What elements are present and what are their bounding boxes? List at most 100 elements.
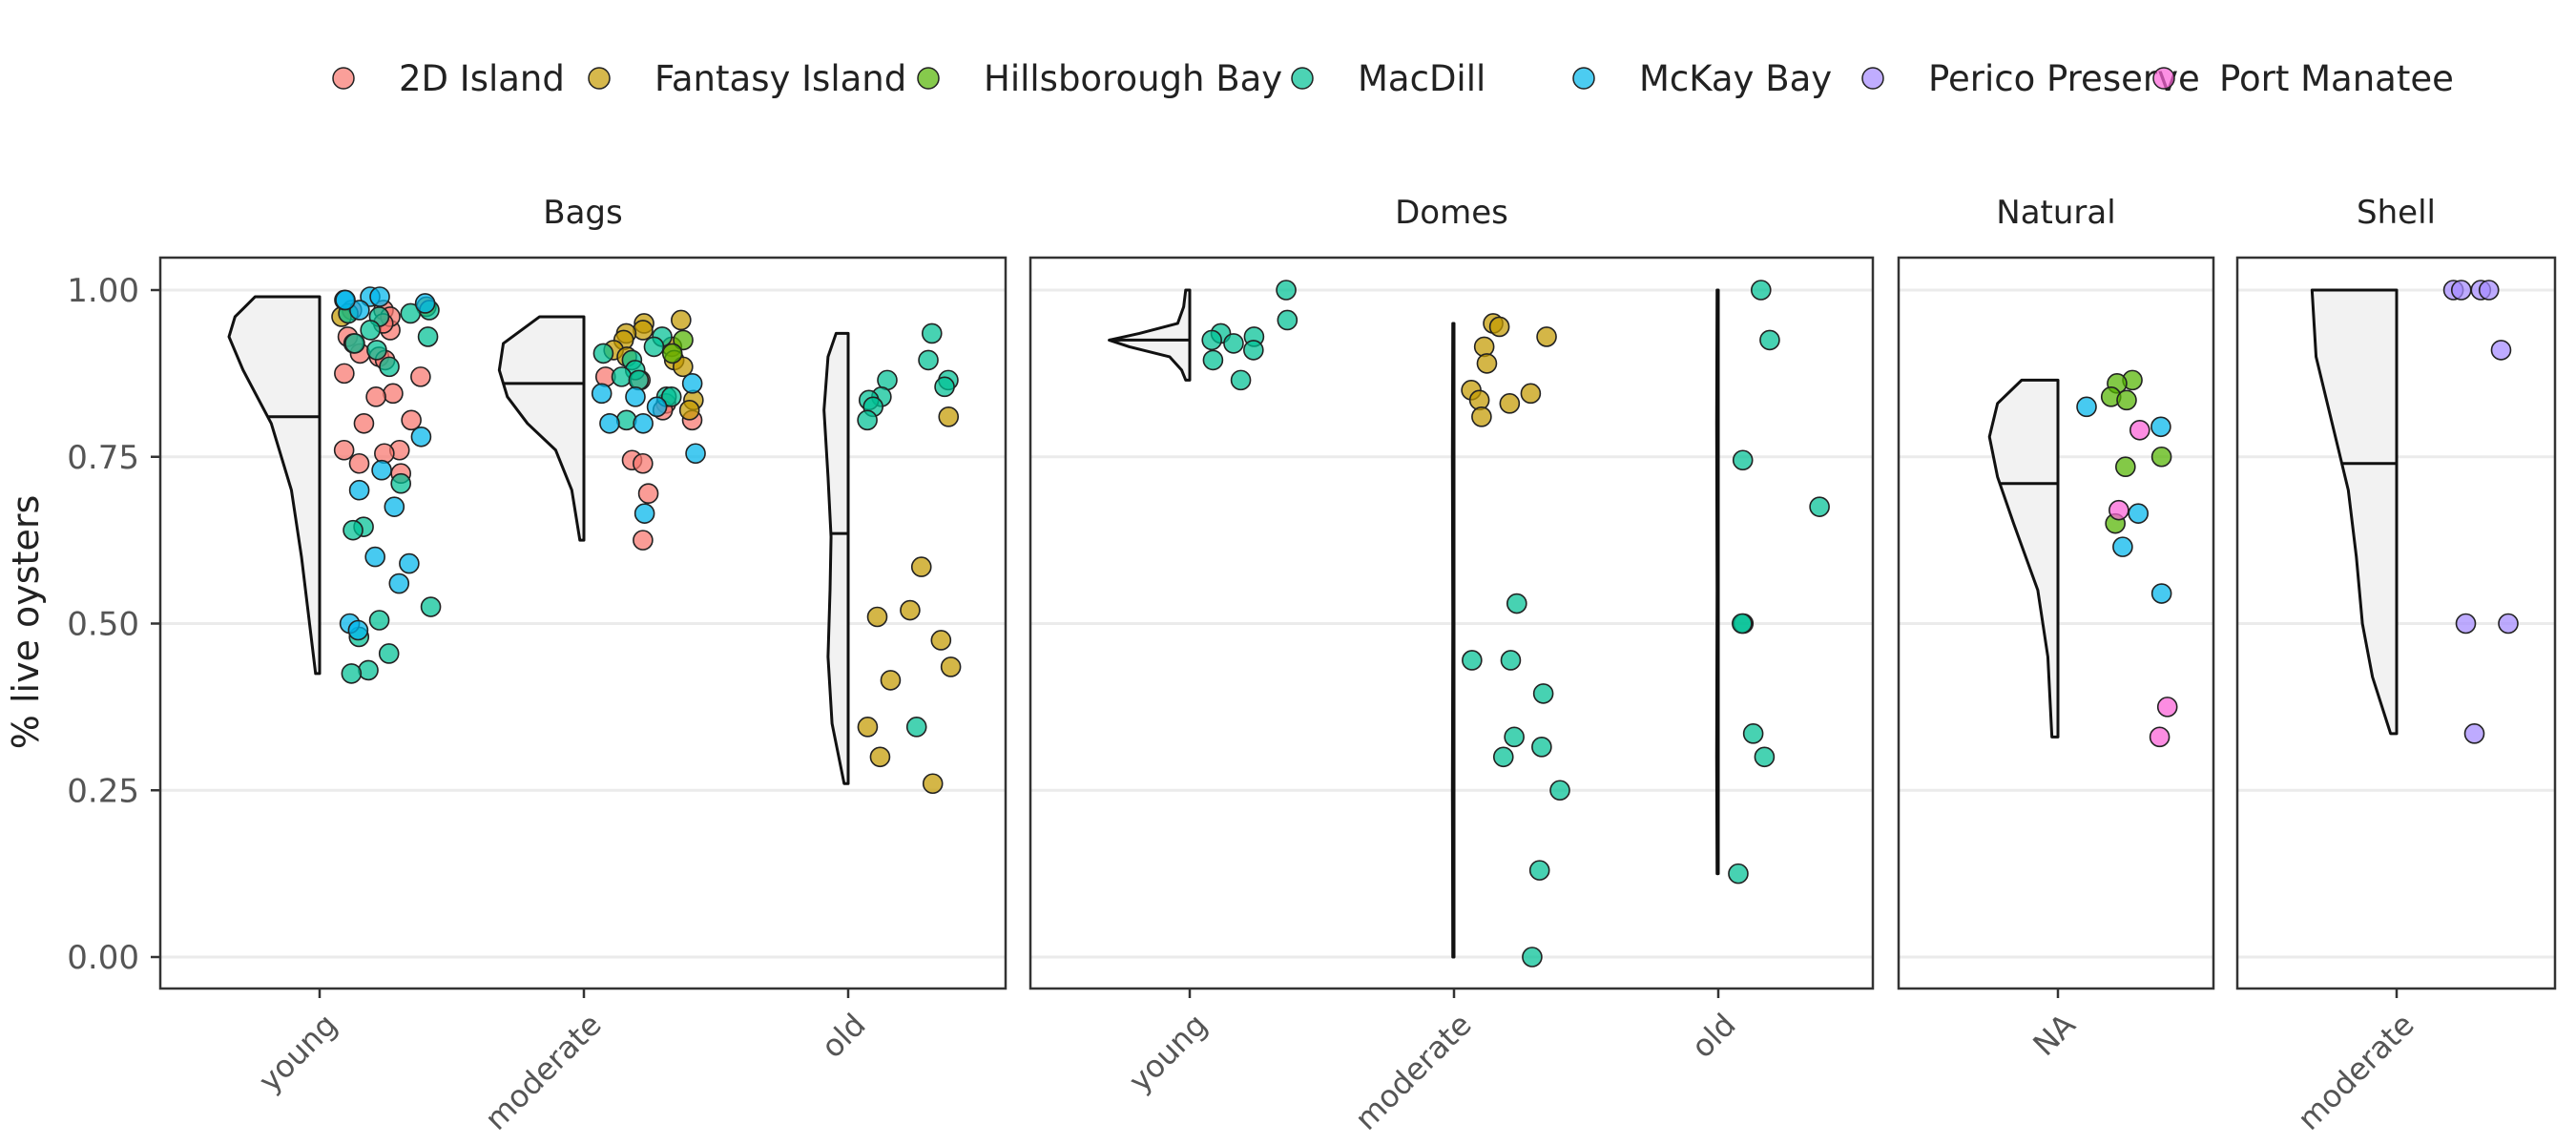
x-tick-label: old [1684, 1007, 1742, 1065]
data-point-mckay-bay [685, 443, 706, 465]
data-point-mckay-bay [591, 383, 613, 405]
data-point-macdill [1230, 369, 1252, 391]
legend-key-perico-preserve [1861, 67, 1884, 90]
x-tick-label: young [1122, 1007, 1215, 1099]
facet-title-bags: Bags [543, 194, 622, 232]
legend-label-fantasy-island: Fantasy Island [654, 58, 906, 99]
data-point-macdill [341, 663, 363, 684]
y-tick-label: 0.50 [67, 606, 139, 644]
data-point-fantasy-island [900, 599, 921, 621]
data-point-macdill [368, 610, 390, 631]
data-point-perico-preserve [2463, 723, 2485, 744]
data-point-hillsborough-bay [673, 329, 694, 351]
data-point-mckay-bay [681, 373, 703, 394]
data-point-macdill [905, 717, 927, 738]
data-point-macdill [1462, 650, 1483, 671]
data-point-perico-preserve [2490, 340, 2512, 361]
data-point-macdill [1809, 496, 1830, 517]
legend-key-macdill [1291, 67, 1314, 90]
data-point-macdill [921, 323, 943, 344]
group-bags-old: old [814, 323, 962, 1065]
data-point-macdill [1522, 947, 1543, 968]
data-point-fantasy-island [1520, 383, 1542, 405]
data-point-macdill [643, 336, 665, 358]
data-point-2d-island [353, 412, 375, 434]
data-point-macdill [857, 409, 878, 431]
facet-panel-natural: Natural NA [1897, 194, 2215, 1063]
data-point-mckay-bay [414, 293, 436, 314]
data-point-macdill [1528, 860, 1550, 881]
data-point-macdill [1759, 329, 1780, 351]
data-point-hillsborough-bay [2116, 389, 2137, 411]
data-point-mckay-bay [399, 552, 420, 574]
data-point-mckay-bay [599, 412, 620, 434]
data-point-fantasy-island [678, 400, 700, 421]
facet-title-natural: Natural [1996, 194, 2115, 232]
data-point-macdill [358, 659, 379, 681]
data-point-perico-preserve [2450, 280, 2472, 301]
data-point-port-manatee [2149, 726, 2171, 748]
group-domes-young: young [1108, 280, 1298, 1099]
data-point-fantasy-island [866, 606, 888, 628]
legend-item-macdill: MacDill [1291, 58, 1485, 99]
data-point-fantasy-island [880, 670, 902, 691]
data-point-2d-island [637, 483, 659, 504]
data-point-2d-island [333, 439, 355, 461]
legend-label-port-manatee: Port Manatee [2219, 58, 2454, 99]
facet-panel-bags: Bags 0.00 0.25 0.50 0.75 1.00 young moderate old [67, 194, 1008, 1137]
data-point-mckay-bay [2076, 396, 2097, 418]
data-point-macdill [378, 643, 400, 664]
data-point-macdill [420, 596, 442, 617]
facet-panel-domes: Domes young moderate old [1028, 194, 1875, 1137]
data-point-fantasy-island [940, 656, 962, 677]
data-point-2d-island [410, 366, 431, 387]
group-bags-moderate: moderate [478, 309, 706, 1137]
data-point-2d-island [401, 409, 422, 431]
half-violin [1714, 288, 1720, 876]
y-axis-title: % live oysters [5, 495, 47, 749]
legend-item-mckay-bay: McKay Bay [1572, 58, 1832, 99]
data-point-port-manatee [2129, 419, 2150, 441]
half-violin [227, 295, 322, 676]
data-point-mckay-bay [633, 412, 654, 434]
group-natural-na: NA [1987, 369, 2178, 1063]
data-point-2d-island [334, 363, 355, 385]
data-point-hillsborough-bay [2150, 446, 2172, 468]
legend-label-macdill: MacDill [1358, 58, 1485, 99]
half-violin [497, 315, 586, 542]
data-point-macdill [344, 333, 365, 354]
data-point-macdill [1277, 309, 1298, 331]
data-point-fantasy-island [857, 717, 879, 738]
data-point-macdill [1531, 737, 1552, 758]
data-point-fantasy-island [1536, 326, 1557, 347]
facet-title-shell: Shell [2357, 194, 2436, 232]
data-point-mckay-bay [369, 286, 390, 307]
data-point-port-manatee [2109, 499, 2129, 521]
data-point-macdill [390, 472, 411, 494]
data-point-macdill [1202, 349, 1224, 371]
group-shell-moderate: moderate [2291, 280, 2519, 1137]
legend-key-fantasy-island [588, 67, 611, 90]
data-point-macdill [1500, 650, 1522, 671]
data-point-macdill [1504, 726, 1525, 748]
legend-item-hillsborough-bay: Hillsborough Bay [917, 58, 1282, 99]
legend-item-perico-preserve: Perico Preserve [1861, 58, 2200, 99]
data-point-mckay-bay [646, 396, 668, 418]
data-point-hillsborough-bay [2115, 456, 2136, 478]
data-point-macdill [343, 519, 364, 541]
data-point-fantasy-island [633, 320, 654, 341]
data-point-mckay-bay [410, 426, 432, 448]
data-point-macdill [615, 409, 637, 431]
legend: 2D Island Fantasy Island Hillsborough Bay M… [332, 58, 2454, 99]
data-point-macdill [628, 369, 650, 391]
half-violin [1108, 288, 1192, 382]
data-point-macdill [1506, 593, 1527, 614]
legend-label-hillsborough-bay: Hillsborough Bay [984, 58, 1282, 99]
data-point-macdill [592, 343, 614, 364]
data-point-macdill [918, 349, 939, 371]
data-point-perico-preserve [2478, 280, 2500, 301]
legend-key-2d-island [332, 67, 355, 90]
data-point-macdill [660, 386, 682, 407]
data-point-macdill [1732, 613, 1753, 635]
data-point-macdill [1732, 449, 1754, 471]
